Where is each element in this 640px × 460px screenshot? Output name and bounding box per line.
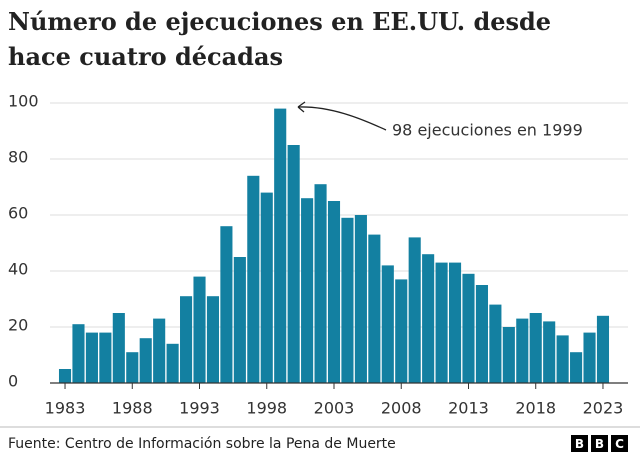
x-tick-label: 1988 — [112, 399, 153, 418]
bar — [556, 335, 569, 383]
arrow-head — [297, 101, 306, 113]
bar — [516, 318, 529, 383]
bar — [596, 315, 610, 383]
logo-box — [571, 435, 588, 452]
bar — [354, 215, 367, 383]
bar — [126, 352, 139, 383]
bar — [247, 175, 260, 383]
bar — [583, 332, 596, 383]
bar — [543, 321, 556, 383]
x-tick-label: 2023 — [583, 399, 624, 418]
bar — [220, 226, 233, 383]
y-tick-label: 80 — [8, 148, 28, 167]
logo-box — [591, 435, 608, 452]
bar — [193, 276, 206, 383]
x-tick-label: 2003 — [314, 399, 355, 418]
y-tick-label: 20 — [8, 316, 28, 335]
bar — [395, 279, 408, 383]
annotation-arrow — [297, 106, 387, 131]
bar — [489, 304, 502, 383]
x-tick-label: 2008 — [381, 399, 422, 418]
bar — [462, 273, 475, 383]
x-tick-label: 1983 — [45, 399, 86, 418]
bar — [570, 352, 583, 383]
bar — [112, 313, 125, 383]
bar — [422, 254, 435, 383]
bar — [233, 257, 246, 383]
bar — [314, 184, 327, 383]
y-tick-label: 40 — [8, 260, 28, 279]
bar — [529, 313, 542, 383]
x-tick-label: 1993 — [179, 399, 220, 418]
bar — [381, 265, 394, 383]
bar — [99, 332, 112, 383]
bar — [85, 332, 98, 383]
logo-letter: B — [575, 437, 584, 451]
y-tick-label: 60 — [8, 204, 28, 223]
bar — [274, 108, 287, 383]
bar — [301, 198, 314, 383]
x-tick-label: 1998 — [246, 399, 287, 418]
bar — [408, 237, 421, 383]
bar — [368, 234, 381, 383]
logo-letter: B — [595, 437, 604, 451]
logo: B B C — [571, 435, 628, 452]
bar — [180, 296, 193, 383]
y-tick-label: 0 — [8, 372, 18, 391]
bar — [475, 285, 488, 383]
annotation: 98 ejecuciones en 1999 — [392, 121, 583, 140]
bar — [435, 262, 448, 383]
y-tick-label: 100 — [8, 92, 39, 111]
bar — [341, 217, 354, 383]
bar — [260, 192, 273, 383]
x-tick-label: 2018 — [515, 399, 556, 418]
logo-letter: C — [615, 437, 624, 451]
bar — [72, 324, 85, 383]
bar — [448, 262, 462, 383]
logo-box — [611, 435, 628, 452]
source: Fuente: Centro de Información sobre la P… — [8, 436, 396, 452]
chart-title: Número de ejecuciones en EE.UU. desde ha… — [8, 7, 552, 71]
bar — [153, 318, 166, 383]
bar — [166, 343, 179, 383]
bar — [502, 327, 515, 383]
bar — [327, 201, 341, 383]
bar — [58, 369, 72, 383]
x-tick-label: 2013 — [448, 399, 489, 418]
bar — [206, 296, 220, 383]
bar — [139, 338, 152, 383]
bar — [287, 145, 300, 383]
